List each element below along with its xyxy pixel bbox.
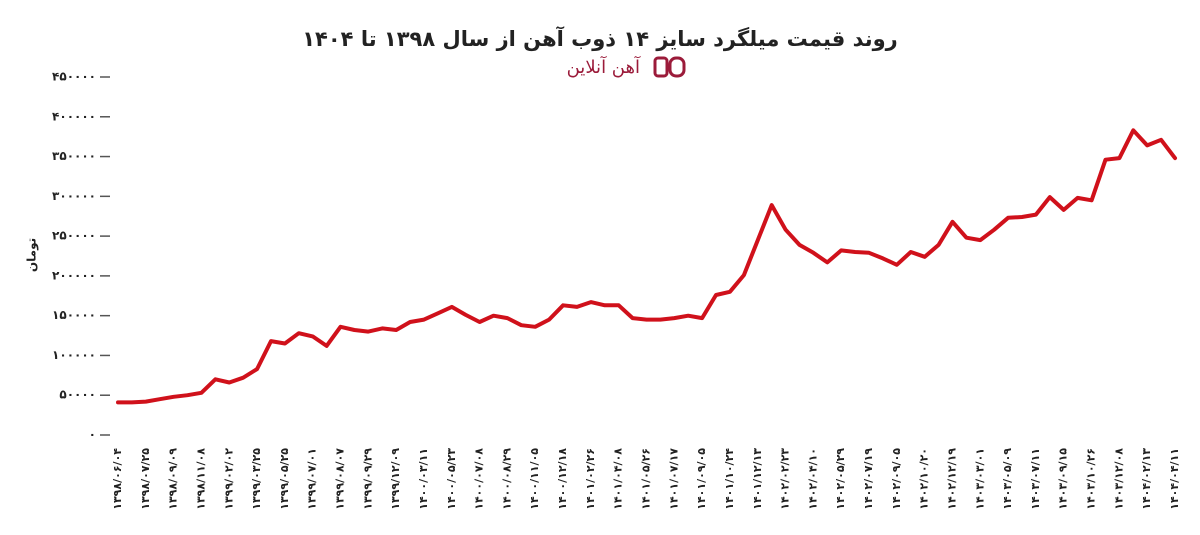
x-tick-label: ۱۳۹۹/۰۷/۰۱	[306, 448, 319, 510]
chart-title: روند قیمت میلگرد سایز ۱۴ ذوب آهن از سال …	[302, 26, 898, 51]
y-tick-label: ۵۰۰۰۰	[59, 388, 96, 402]
x-tick-label: ۱۳۹۹/۰۲/۰۲	[222, 448, 235, 510]
x-tick-label: ۱۳۹۹/۱۲/۰۹	[389, 448, 402, 510]
x-tick-label: ۱۴۰۰/۰۵/۲۳	[445, 448, 458, 510]
x-tick-label: ۱۴۰۲/۰۴/۱۰	[806, 448, 819, 510]
y-tick-label: ۰	[89, 428, 96, 442]
x-tick-label: ۱۴۰۲/۰۹/۰۵	[890, 448, 903, 510]
x-tick-label: ۱۳۹۸/۰۷/۲۵	[139, 448, 152, 510]
x-tick-label: ۱۴۰۲/۰۵/۲۹	[834, 448, 847, 510]
y-tick-label: ۱۵۰۰۰۰	[52, 308, 96, 322]
x-tick-label: ۱۴۰۰/۱۲/۱۸	[556, 448, 569, 510]
x-tick-label: ۱۴۰۱/۱۲/۱۳	[751, 448, 764, 510]
x-tick-label: ۱۴۰۳/۰۷/۱۱	[1029, 448, 1042, 510]
y-tick-label: ۴۰۰۰۰۰	[52, 109, 96, 123]
x-tick-label: ۱۴۰۲/۰۲/۲۳	[779, 448, 792, 510]
y-tick-label: ۳۵۰۰۰۰	[52, 149, 96, 163]
x-tick-label: ۱۴۰۱/۰۲/۲۶	[584, 448, 597, 510]
x-tick-label: ۱۴۰۱/۰۴/۰۸	[612, 448, 625, 510]
y-tick-label: ۲۰۰۰۰۰	[52, 268, 96, 282]
price-line	[116, 128, 1177, 405]
x-tick-label: ۱۴۰۲/۰۷/۱۹	[862, 448, 875, 510]
x-tick-label: ۱۴۰۰/۰۷/۰۸	[473, 448, 486, 510]
x-tick-label: ۱۳۹۸/۰۹/۰۹	[167, 448, 180, 510]
x-tick-label: ۱۳۹۹/۰۳/۲۵	[250, 448, 263, 510]
x-tick-label: ۱۴۰۳/۰۹/۱۵	[1057, 448, 1070, 510]
x-tick-label: ۱۳۹۹/۰۵/۲۵	[278, 448, 291, 510]
x-tick-label: ۱۴۰۱/۰۷/۱۷	[667, 448, 680, 510]
y-tick-label: ۲۵۰۰۰۰	[52, 229, 96, 243]
x-tick-label: ۱۳۹۹/۰۹/۲۹	[361, 448, 374, 510]
logo-text: آهن آنلاین	[567, 55, 641, 78]
logo-icon	[653, 56, 669, 78]
x-tick-label: ۱۳۹۹/۰۸/۰۷	[334, 448, 347, 510]
x-tick-label: ۱۴۰۳/۰۳/۰۱	[973, 448, 986, 510]
y-tick-label: ۱۰۰۰۰۰	[52, 348, 96, 362]
x-tick-label: ۱۴۰۲/۱۰/۲۰	[918, 448, 931, 510]
y-axis-label: تومان	[25, 238, 40, 272]
x-tick-label: ۱۴۰۲/۱۲/۱۹	[945, 448, 958, 510]
x-tick-label: ۱۴۰۰/۱۱/۰۵	[528, 448, 541, 510]
y-tick-label: ۳۰۰۰۰۰	[52, 189, 96, 203]
logo: آهن آنلاین	[567, 55, 686, 78]
x-tick-label: ۱۴۰۰/۰۸/۲۹	[500, 448, 513, 510]
x-tick-label: ۱۴۰۳/۰۵/۰۹	[1001, 448, 1014, 510]
x-tick-label: ۱۴۰۰/۰۳/۱۱	[417, 448, 430, 510]
x-tick-label: ۱۳۹۸/۱۱/۰۸	[194, 448, 207, 510]
x-tick-label: ۱۴۰۳/۱۲/۰۸	[1112, 448, 1125, 510]
x-tick-label: ۱۴۰۱/۰۹/۰۵	[695, 448, 708, 510]
x-tick-label: ۱۴۰۴/۰۲/۱۳	[1140, 448, 1153, 510]
x-tick-label: ۱۴۰۱/۱۰/۲۴	[723, 448, 736, 510]
x-tick-label: ۱۴۰۱/۰۵/۲۶	[640, 448, 653, 510]
x-tick-label: ۱۳۹۸/۰۶/۰۴	[111, 448, 124, 510]
x-tick-label: ۱۴۰۳/۱۰/۲۶	[1085, 448, 1098, 510]
y-tick-label: ۴۵۰۰۰۰	[52, 70, 96, 84]
logo-icon	[668, 56, 686, 78]
x-tick-label: ۱۴۰۴/۰۴/۱۱	[1168, 448, 1181, 510]
